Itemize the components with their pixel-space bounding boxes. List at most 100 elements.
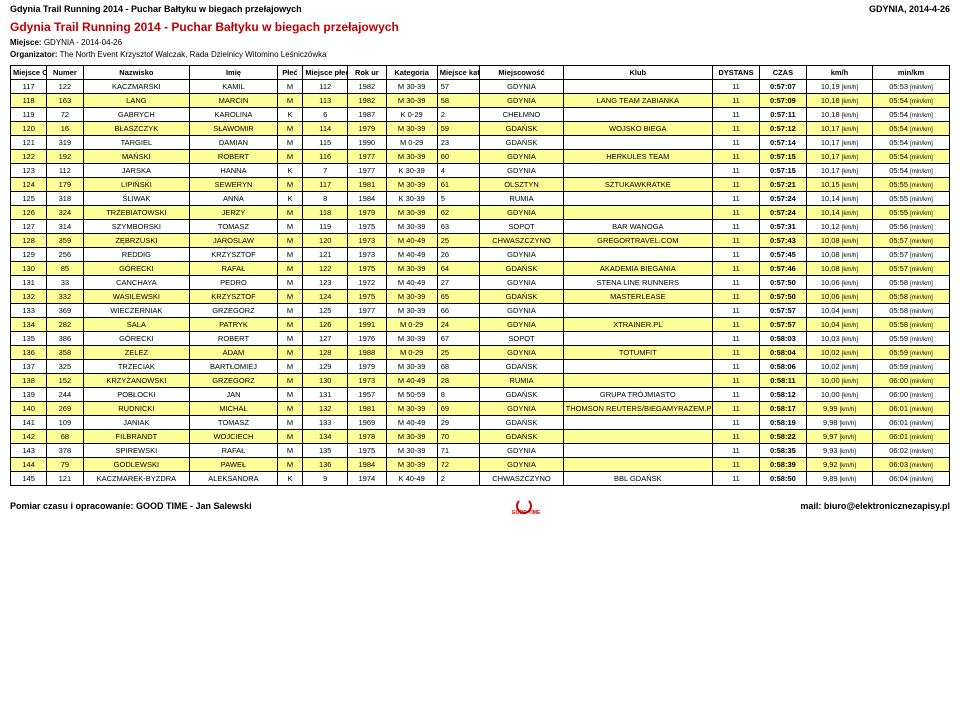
cell-open: 125 bbox=[11, 192, 47, 206]
cell-mkat: 72 bbox=[437, 458, 480, 472]
cell-kmh: 10,14 [km/h] bbox=[806, 192, 872, 206]
cell-nazw: JARSKA bbox=[83, 164, 190, 178]
cell-mkat: 4 bbox=[437, 164, 480, 178]
cell-mkat: 27 bbox=[437, 276, 480, 290]
th-dystans: DYSTANS bbox=[713, 66, 760, 80]
cell-nazw: RUDNICKI bbox=[83, 402, 190, 416]
cell-kat: M 30-39 bbox=[386, 80, 437, 94]
cell-min: 05:55 [min/km] bbox=[873, 206, 950, 220]
cell-mpl: 134 bbox=[303, 430, 348, 444]
cell-mpl: 130 bbox=[303, 374, 348, 388]
cell-nazw: KACZMARSKI bbox=[83, 80, 190, 94]
table-row: 121319TARGIELDAMIANM1151990M 0-2923GDAŃS… bbox=[11, 136, 950, 150]
cell-mkat: 63 bbox=[437, 220, 480, 234]
cell-klub: WOJSKO BIEGA bbox=[563, 122, 712, 136]
cell-mpl: 135 bbox=[303, 444, 348, 458]
cell-czas: 0:57:24 bbox=[759, 192, 806, 206]
cell-kmh: 10,06 [km/h] bbox=[806, 276, 872, 290]
cell-klub: STENA LINE RUNNERS bbox=[563, 276, 712, 290]
cell-rok: 1978 bbox=[348, 430, 386, 444]
cell-miej: GDAŃSK bbox=[480, 290, 563, 304]
table-row: 137325TRZECIAKBARTŁOMIEJM1291979M 30-396… bbox=[11, 360, 950, 374]
cell-nazw: GÓRECKI bbox=[83, 262, 190, 276]
cell-plec: M bbox=[277, 388, 303, 402]
cell-mpl: 125 bbox=[303, 304, 348, 318]
cell-miej: GDYNIA bbox=[480, 206, 563, 220]
table-row: 14479GODLEWSKIPAWEŁM1361984M 30-3972GDYN… bbox=[11, 458, 950, 472]
cell-mpl: 9 bbox=[303, 472, 348, 486]
cell-mkat: 66 bbox=[437, 304, 480, 318]
cell-min: 05:54 [min/km] bbox=[873, 164, 950, 178]
cell-kmh: 10,08 [km/h] bbox=[806, 234, 872, 248]
cell-kat: M 40-49 bbox=[386, 248, 437, 262]
cell-rok: 1974 bbox=[348, 472, 386, 486]
cell-imie: MICHAŁ bbox=[190, 402, 277, 416]
cell-miej: GDYNIA bbox=[480, 276, 563, 290]
cell-mpl: 126 bbox=[303, 318, 348, 332]
cell-imie: MARCIN bbox=[190, 94, 277, 108]
cell-miej: GDYNIA bbox=[480, 458, 563, 472]
cell-kmh: 9,97 [km/h] bbox=[806, 430, 872, 444]
cell-nazw: GABRYCH bbox=[83, 108, 190, 122]
cell-min: 05:59 [min/km] bbox=[873, 332, 950, 346]
cell-dys: 11 bbox=[713, 332, 760, 346]
cell-mpl: 122 bbox=[303, 262, 348, 276]
cell-min: 05:54 [min/km] bbox=[873, 136, 950, 150]
cell-klub: TOTUMFIT bbox=[563, 346, 712, 360]
table-row: 12016BŁASZCZYKSŁAWOMIRM1141979M 30-3959G… bbox=[11, 122, 950, 136]
cell-num: 269 bbox=[47, 402, 83, 416]
cell-miej: GDYNIA bbox=[480, 94, 563, 108]
table-row: 13133CANCHAYAPEDROM1231972M 40-4927GDYNI… bbox=[11, 276, 950, 290]
cell-kat: M 40-49 bbox=[386, 276, 437, 290]
cell-plec: M bbox=[277, 94, 303, 108]
cell-kat: M 30-39 bbox=[386, 262, 437, 276]
cell-mkat: 57 bbox=[437, 80, 480, 94]
cell-czas: 0:57:57 bbox=[759, 318, 806, 332]
table-header-row: Miejsce Open Numer Nazwisko Imię Płeć Mi… bbox=[11, 66, 950, 80]
cell-num: 16 bbox=[47, 122, 83, 136]
cell-imie: HANNA bbox=[190, 164, 277, 178]
cell-min: 06:01 [min/km] bbox=[873, 430, 950, 444]
cell-mpl: 120 bbox=[303, 234, 348, 248]
footer-right: mail: biuro@elektronicznezapisy.pl bbox=[800, 501, 950, 511]
cell-nazw: POBŁOCKI bbox=[83, 388, 190, 402]
cell-dys: 11 bbox=[713, 192, 760, 206]
table-row: 136358ZELEZADAMM1281988M 0-2925GDYNIATOT… bbox=[11, 346, 950, 360]
cell-mpl: 114 bbox=[303, 122, 348, 136]
cell-nazw: GODLEWSKI bbox=[83, 458, 190, 472]
cell-miej: GDYNIA bbox=[480, 80, 563, 94]
cell-mkat: 58 bbox=[437, 94, 480, 108]
cell-mkat: 67 bbox=[437, 332, 480, 346]
cell-klub bbox=[563, 80, 712, 94]
cell-klub bbox=[563, 430, 712, 444]
cell-dys: 11 bbox=[713, 262, 760, 276]
cell-kat: K 40-49 bbox=[386, 472, 437, 486]
cell-nazw: SALA bbox=[83, 318, 190, 332]
cell-plec: K bbox=[277, 472, 303, 486]
cell-kmh: 10,17 [km/h] bbox=[806, 150, 872, 164]
cell-kat: M 40-49 bbox=[386, 234, 437, 248]
cell-kat: M 30-39 bbox=[386, 290, 437, 304]
cell-rok: 1979 bbox=[348, 122, 386, 136]
table-row: 118163LANGMARCINM1131982M 30-3958GDYNIAL… bbox=[11, 94, 950, 108]
cell-num: 179 bbox=[47, 178, 83, 192]
cell-mpl: 121 bbox=[303, 248, 348, 262]
table-row: 126324TRZEBIATOWSKIJERZYM1181979M 30-396… bbox=[11, 206, 950, 220]
cell-mkat: 8 bbox=[437, 388, 480, 402]
cell-num: 121 bbox=[47, 472, 83, 486]
cell-min: 06:01 [min/km] bbox=[873, 416, 950, 430]
cell-kmh: 10,08 [km/h] bbox=[806, 248, 872, 262]
goodtime-logo-icon: GOOD TIME bbox=[510, 498, 542, 514]
cell-mpl: 118 bbox=[303, 206, 348, 220]
cell-open: 141 bbox=[11, 416, 47, 430]
cell-nazw: SPIREWSKI bbox=[83, 444, 190, 458]
cell-num: 256 bbox=[47, 248, 83, 262]
cell-klub bbox=[563, 360, 712, 374]
cell-czas: 0:58:04 bbox=[759, 346, 806, 360]
cell-plec: M bbox=[277, 80, 303, 94]
cell-imie: RAFAŁ bbox=[190, 444, 277, 458]
cell-min: 05:58 [min/km] bbox=[873, 304, 950, 318]
cell-open: 137 bbox=[11, 360, 47, 374]
cell-mpl: 117 bbox=[303, 178, 348, 192]
cell-miej: CHWASZCZYNO bbox=[480, 234, 563, 248]
